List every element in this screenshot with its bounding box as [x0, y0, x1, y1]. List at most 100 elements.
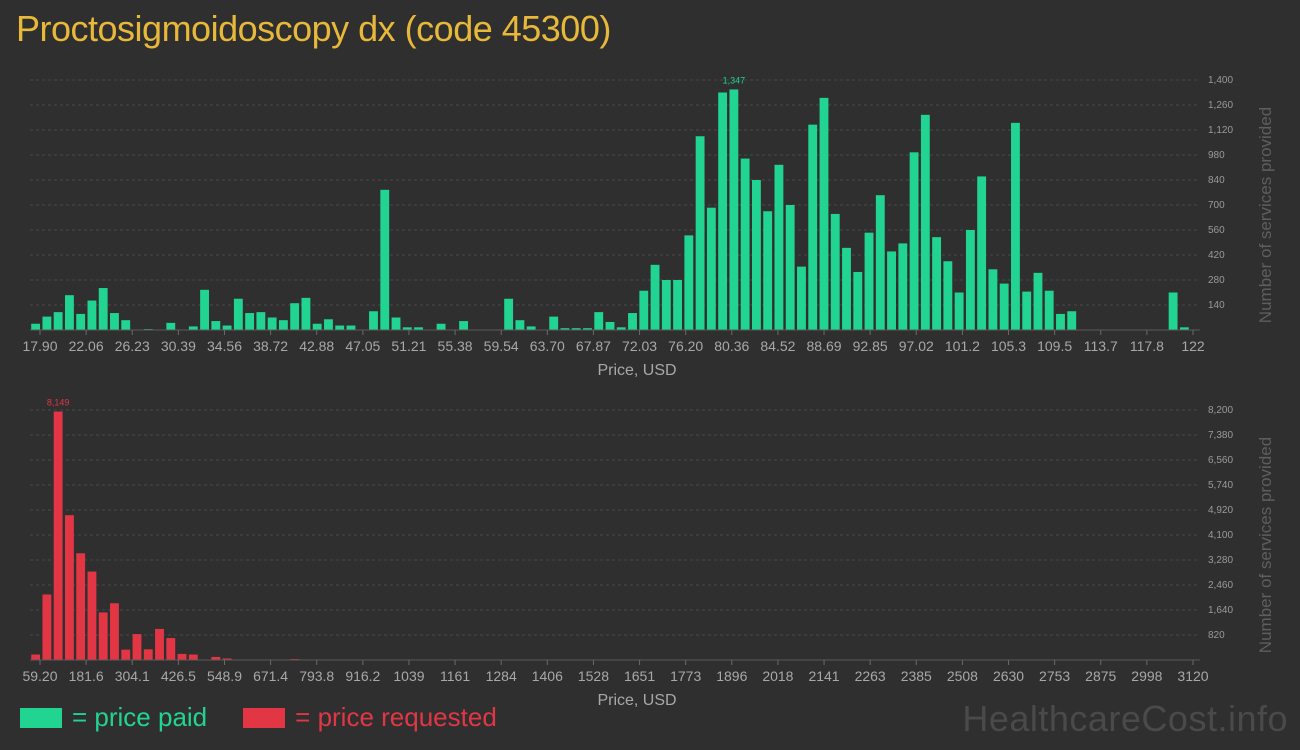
x-tick-label: 72.03	[622, 338, 657, 354]
x-tick-label: 1284	[486, 668, 517, 684]
bar	[121, 320, 131, 330]
bar	[233, 298, 243, 330]
bar	[87, 571, 97, 660]
x-tick-label: 2875	[1085, 668, 1116, 684]
bar	[188, 654, 198, 660]
y-tick-label: 1,120	[1208, 125, 1233, 136]
bar	[188, 326, 198, 330]
y-tick-label: 280	[1208, 275, 1225, 286]
bar	[391, 317, 401, 330]
bar	[706, 207, 716, 330]
y-axis-label: Number of services provided	[1256, 437, 1275, 653]
bar	[583, 328, 592, 330]
x-tick-label: 97.02	[899, 338, 934, 354]
x-tick-label: 55.38	[438, 338, 473, 354]
x-tick-label: 122	[1181, 338, 1205, 354]
bar	[414, 327, 423, 330]
x-tick-label: 59.20	[22, 668, 57, 684]
bar	[864, 232, 874, 330]
bar	[1022, 291, 1032, 330]
y-tick-label: 4,920	[1208, 505, 1233, 516]
bar	[977, 176, 987, 330]
bar	[695, 136, 705, 330]
legend: = price paid = price requested	[20, 702, 533, 733]
bar	[76, 313, 86, 330]
y-tick-label: 5,740	[1208, 480, 1233, 491]
y-tick-label: 8,200	[1208, 405, 1233, 416]
legend-swatch-paid	[20, 707, 62, 728]
x-tick-label: 105.3	[991, 338, 1026, 354]
bar	[369, 311, 378, 330]
y-tick-label: 1,400	[1208, 75, 1233, 86]
x-tick-label: 548.9	[207, 668, 242, 684]
bar	[132, 634, 142, 660]
bar	[312, 323, 322, 330]
bar	[53, 312, 63, 330]
x-tick-label: 101.2	[945, 338, 980, 354]
x-tick-label: 88.69	[807, 338, 842, 354]
bar	[278, 320, 288, 330]
bar	[110, 313, 119, 330]
bar	[267, 317, 277, 330]
x-tick-label: 1528	[578, 668, 609, 684]
bar	[1179, 327, 1189, 330]
bar	[504, 298, 514, 330]
price-paid-chart: 140 280 420 560 700 840 980 1,120 1,260 1,400 1,34…	[22, 75, 1275, 379]
bar	[887, 251, 896, 330]
x-tick-label: 1039	[393, 668, 424, 684]
bar	[31, 323, 41, 330]
bar	[1067, 311, 1077, 330]
bar	[166, 322, 176, 330]
price-requested-chart: 820 1,640 2,460 3,280 4,100 4,920 5,740 6,560 7,…	[22, 398, 1275, 709]
x-tick-label: 1406	[532, 668, 563, 684]
bar	[1011, 122, 1020, 330]
bar	[673, 280, 682, 330]
bar	[200, 289, 209, 330]
x-tick-label: 76.20	[668, 338, 703, 354]
bar	[965, 230, 975, 330]
x-tick-label: 2508	[947, 668, 978, 684]
legend-item-paid: = price paid	[20, 702, 207, 733]
x-tick-label: 63.70	[530, 338, 565, 354]
bar	[684, 235, 694, 330]
x-tick-label: 17.90	[22, 338, 57, 354]
bar	[628, 313, 637, 330]
bar	[380, 189, 390, 330]
legend-label-paid: = price paid	[72, 702, 208, 732]
bar	[1168, 292, 1178, 330]
bar	[920, 114, 930, 330]
x-tick-label: 1161	[440, 668, 470, 684]
x-tick-label: 2141	[808, 668, 839, 684]
x-tick-label: 38.72	[253, 338, 288, 354]
x-tick-label: 26.23	[115, 338, 150, 354]
bar	[87, 300, 97, 330]
x-tick-label: 2018	[762, 668, 793, 684]
bar	[999, 283, 1009, 330]
y-tick-label: 700	[1208, 200, 1225, 211]
bar	[245, 313, 255, 330]
bar	[1056, 313, 1065, 330]
y-tick-label: 820	[1208, 630, 1225, 641]
bar	[211, 321, 221, 330]
bar	[898, 243, 908, 330]
y-tick-label: 1,260	[1208, 100, 1233, 111]
x-tick-label: 2385	[901, 668, 932, 684]
bar	[110, 603, 119, 660]
x-tick-label: 2998	[1131, 668, 1162, 684]
bar	[98, 288, 108, 330]
bar	[740, 158, 750, 330]
y-axis-label: Number of services provided	[1256, 107, 1275, 323]
bar	[301, 297, 311, 330]
y-tick-label: 1,640	[1208, 605, 1233, 616]
y-tick-label: 2,460	[1208, 580, 1233, 591]
y-tick-label: 560	[1208, 225, 1225, 236]
x-tick-label: 34.56	[207, 338, 242, 354]
bar	[763, 211, 773, 330]
bar	[718, 92, 728, 330]
legend-swatch-requested	[243, 707, 286, 728]
peak-value-label: 8,149	[47, 398, 70, 408]
y-tick-label: 980	[1208, 150, 1225, 161]
bar	[256, 312, 266, 330]
bar	[53, 411, 63, 660]
bar	[1033, 272, 1043, 330]
